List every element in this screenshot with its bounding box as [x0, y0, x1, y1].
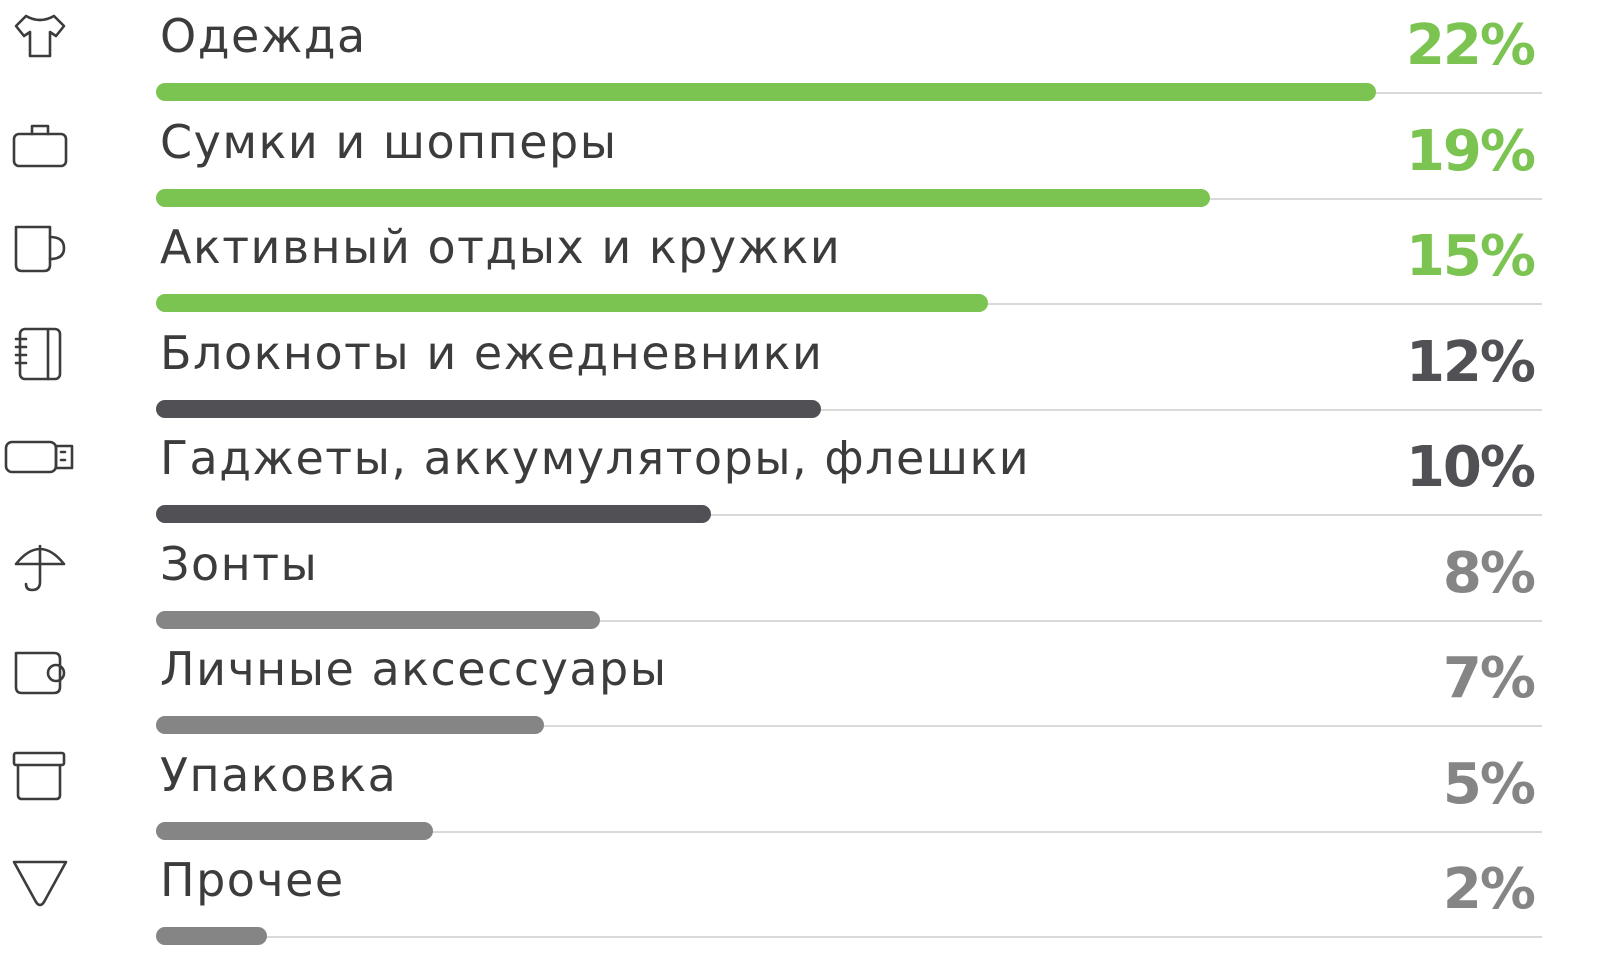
usb-flash-icon [4, 428, 76, 488]
chart-row: Блокноты и ежедневники 12% [0, 317, 1600, 425]
category-label: Упаковка [160, 747, 398, 802]
wallet-icon [4, 639, 76, 699]
umbrella-icon [4, 534, 76, 594]
chart-row: Упаковка 5% [0, 739, 1600, 847]
notebook-icon [4, 323, 76, 383]
data-label: 19% [1405, 118, 1536, 184]
chart-row: Сумки и шопперы 19% [0, 106, 1600, 214]
row-divider [156, 725, 1542, 727]
chart-row: Одежда 22% [0, 0, 1600, 108]
data-label: 7% [1442, 646, 1536, 711]
chart-row: Гаджеты, аккумуляторы, флешки 10% [0, 422, 1600, 530]
bar [156, 610, 600, 629]
chart-row: Зонты 8% [0, 528, 1600, 636]
tshirt-icon [4, 6, 76, 66]
category-label: Одежда [160, 9, 367, 63]
row-divider [156, 830, 1542, 833]
box-icon [4, 745, 76, 805]
data-label: 22% [1405, 13, 1536, 78]
row-divider [156, 514, 1542, 516]
category-label: Активный отдых и кружки [160, 220, 842, 274]
bar [156, 188, 1210, 207]
bar [156, 716, 544, 734]
row-divider [156, 619, 1542, 622]
data-label: 5% [1442, 751, 1536, 817]
category-label: Прочее [160, 853, 345, 907]
mug-icon [4, 217, 76, 277]
chart-row: Личные аксессуары 7% [0, 633, 1600, 741]
data-label: 8% [1442, 540, 1536, 606]
data-label: 15% [1405, 224, 1536, 289]
category-label: Личные аксессуары [160, 642, 668, 696]
diamond-icon [4, 850, 76, 910]
category-label: Сумки и шопперы [160, 114, 618, 169]
data-label: 2% [1442, 857, 1536, 922]
data-label: 12% [1405, 329, 1536, 395]
bag-icon [4, 112, 76, 172]
category-label: Блокноты и ежедневники [160, 325, 824, 380]
bar [156, 83, 1376, 101]
row-divider [156, 408, 1542, 411]
bar [156, 399, 821, 418]
category-label: Гаджеты, аккумуляторы, флешки [160, 431, 1031, 485]
bar [156, 294, 988, 312]
bar [156, 821, 433, 840]
chart-row: Прочее 2% [0, 844, 1600, 952]
chart-row: Активный отдых и кружки 15% [0, 211, 1600, 319]
row-divider [156, 936, 1542, 938]
bar [156, 927, 267, 945]
category-label: Зонты [160, 536, 319, 591]
bar [156, 505, 711, 523]
data-label: 10% [1405, 435, 1536, 500]
